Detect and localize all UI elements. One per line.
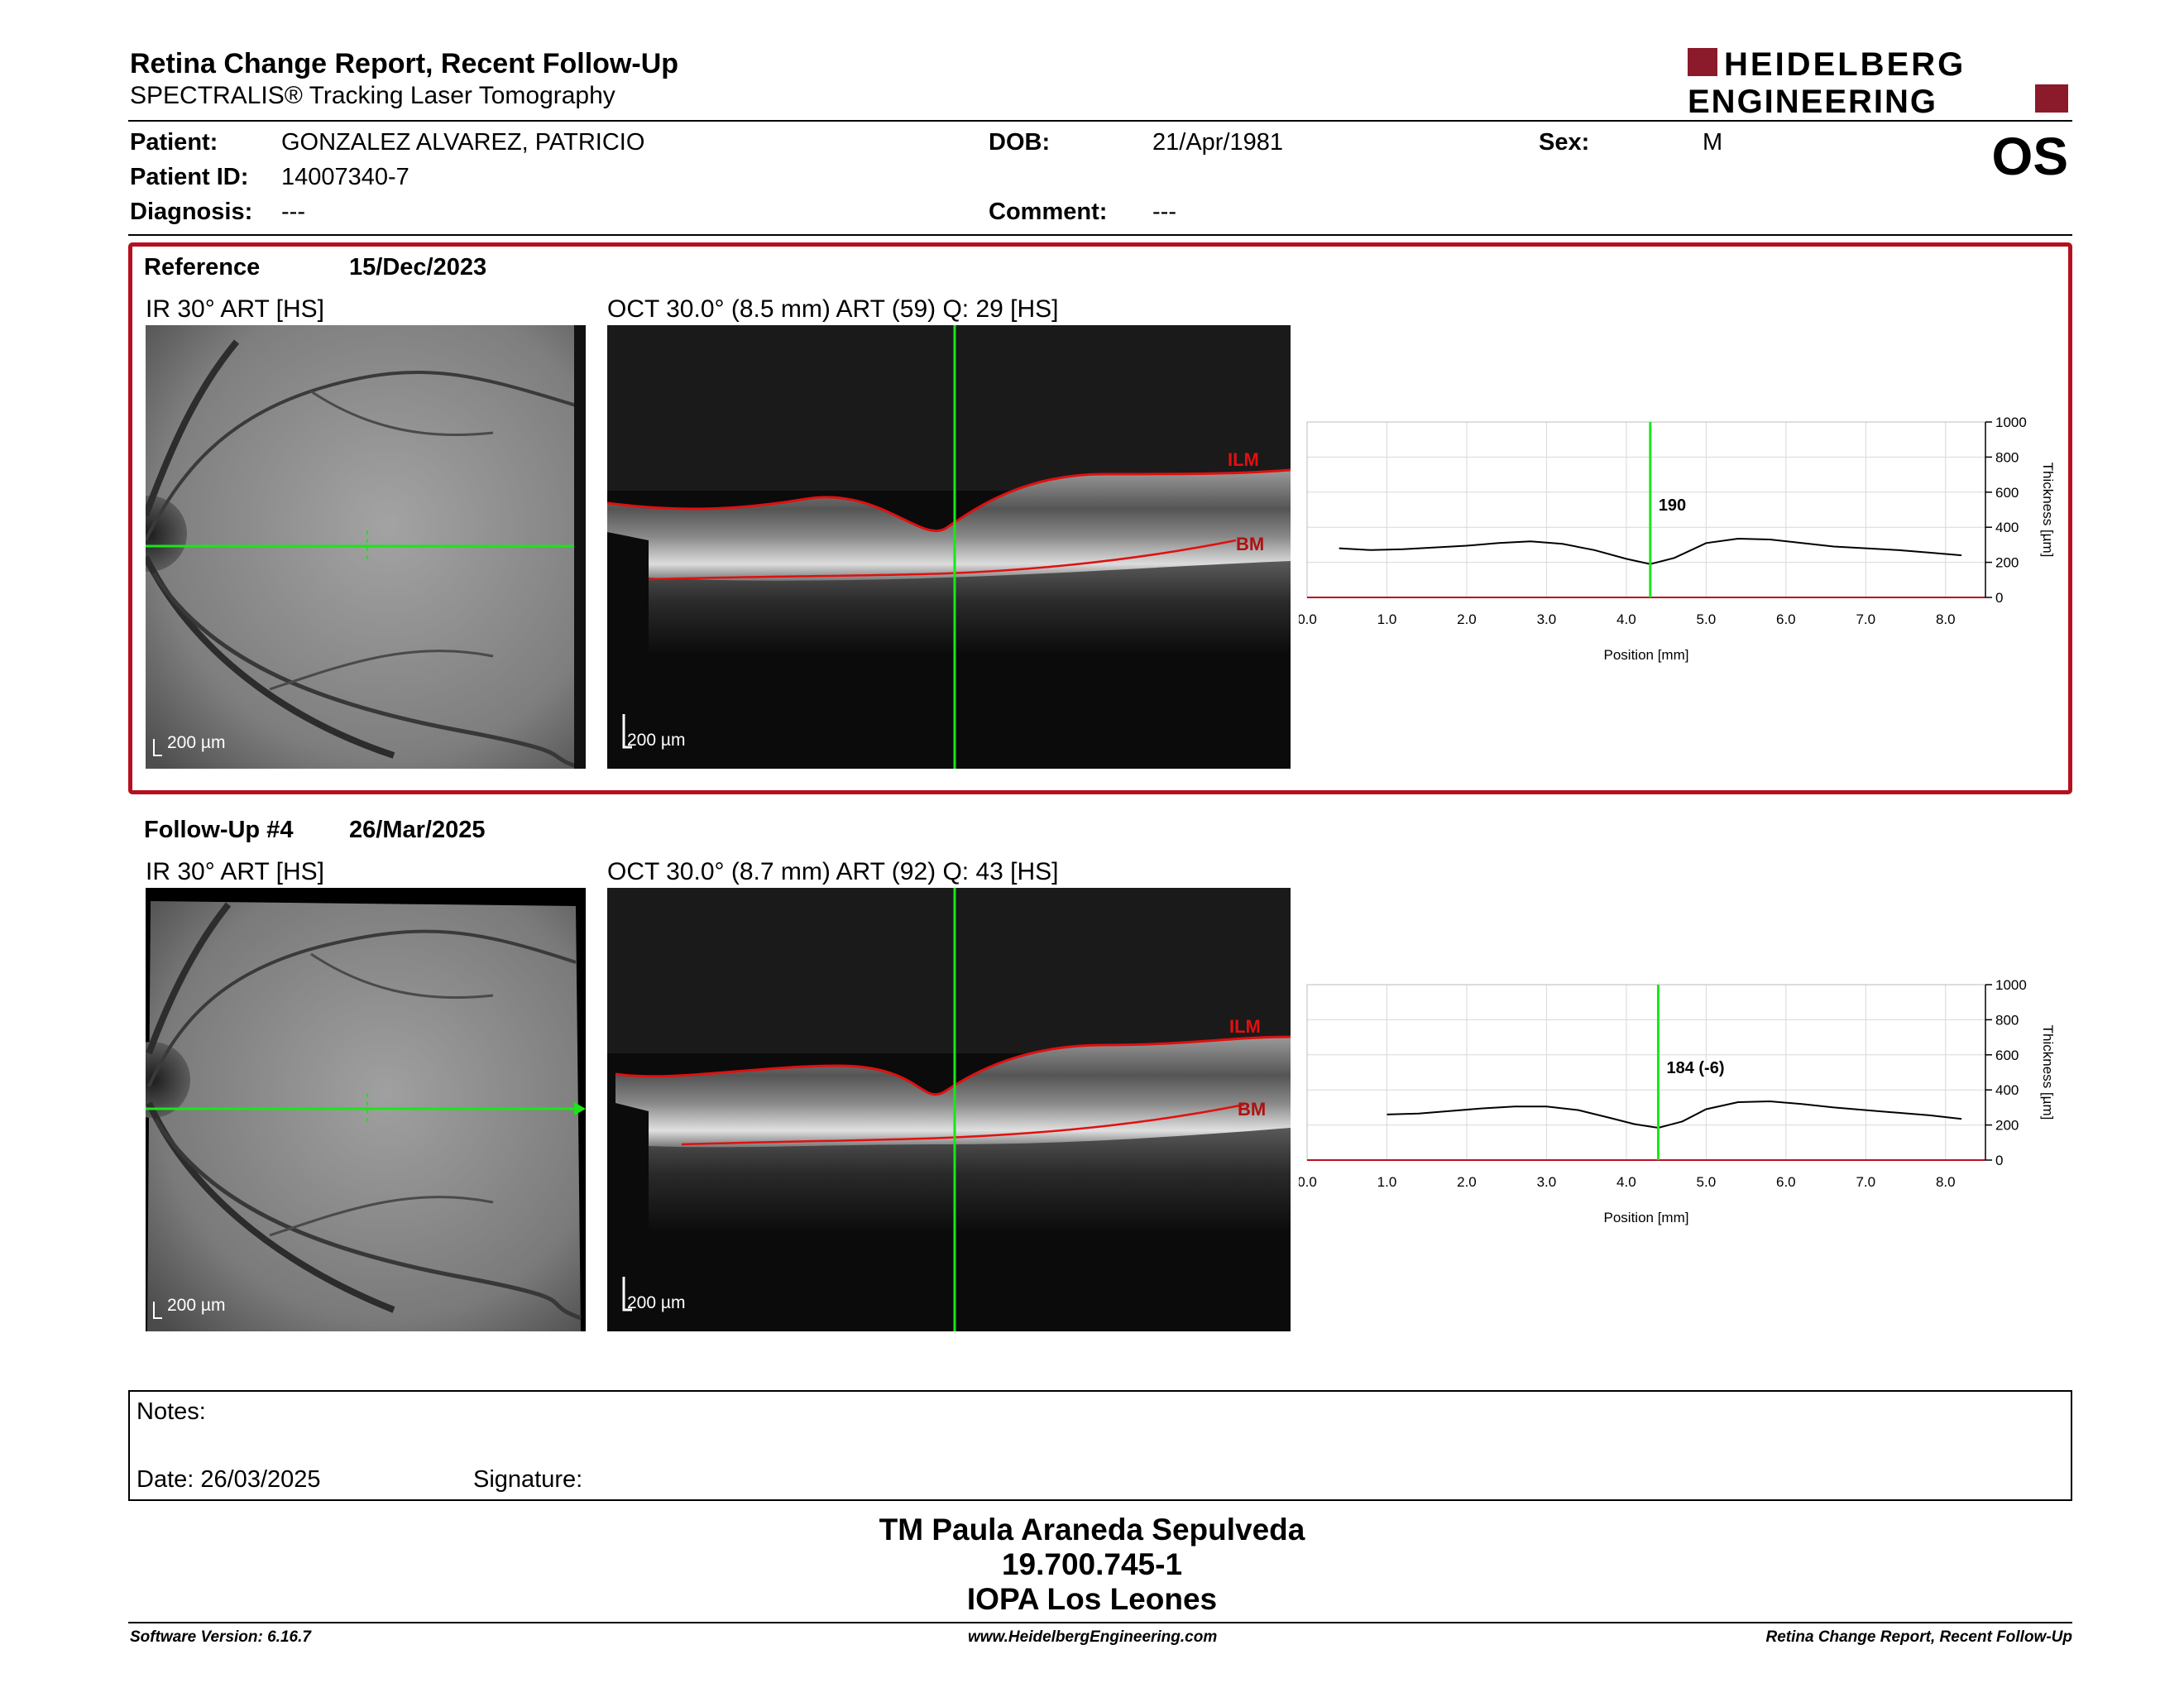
chart-y-tick-label: 1000 [1995, 977, 2027, 993]
website-link[interactable]: www.HeidelbergEngineering.com [968, 1628, 1218, 1646]
chart-y-tick-label: 400 [1995, 1082, 2019, 1098]
chart-y-tick-label: 1000 [1995, 415, 2027, 430]
chart-frame [1306, 984, 1986, 1161]
notes-box: Notes: Date: 26/03/2025 Signature: [128, 1390, 2072, 1501]
reference-bm-label: BM [1236, 534, 1265, 554]
followup-ir-scale-label: 200 µm [167, 1296, 226, 1315]
sex-value: M [1703, 129, 1723, 156]
chart-x-tick-label: 5.0 [1697, 1174, 1717, 1190]
chart-y-tick-label: 600 [1995, 1048, 2019, 1063]
chart-x-tick-label: 3.0 [1537, 1174, 1557, 1190]
chart-y-tick-label: 800 [1995, 1012, 2019, 1028]
chart-y-axis-label: Thickness [µm] [2040, 1025, 2056, 1120]
chart-y-tick-label: 400 [1995, 520, 2019, 535]
diagnosis-label: Diagnosis: [130, 199, 253, 225]
reference-date: 15/Dec/2023 [349, 254, 487, 281]
chart-y-tick-label: 0 [1995, 1153, 2003, 1168]
dob-value: 21/Apr/1981 [1152, 129, 1284, 156]
chart-x-axis-label: Position [mm] [1604, 1210, 1689, 1225]
reference-oct-scale-label: 200 µm [627, 731, 686, 750]
comment-value: --- [1152, 199, 1176, 225]
chart-x-tick-label: 6.0 [1776, 1174, 1796, 1190]
reference-section-border [128, 242, 2072, 794]
chart-x-tick-label: 3.0 [1537, 611, 1557, 627]
followup-ir-caption: IR 30° ART [HS] [146, 858, 324, 885]
chart-series-line [1387, 1100, 1962, 1129]
signature-label: Signature: [473, 1466, 583, 1493]
followup-ir-fundus-image: 200 µm [146, 888, 586, 1331]
chart-marker-label: 184 (-6) [1666, 1059, 1724, 1077]
svg-text:ENGINEERING: ENGINEERING [1688, 84, 1937, 116]
followup-date: 26/Mar/2025 [349, 817, 486, 843]
chart-y-tick-label: 0 [1995, 590, 2003, 606]
dob-label: DOB: [989, 129, 1051, 156]
heidelberg-logo: HEIDELBERG ENGINEERING [1688, 46, 2068, 116]
chart-x-tick-label: 5.0 [1697, 611, 1717, 627]
report-subtitle: SPECTRALIS® Tracking Laser Tomography [130, 82, 615, 109]
header-divider [128, 120, 2072, 122]
followup-oct-scale-label: 200 µm [627, 1293, 686, 1312]
followup-thickness-chart: 0.0 1.0 2.0 3.0 4.0 5.0 6.0 7.0 8.0 0 200 400 600 800… [1299, 977, 2056, 1225]
footer-report-title: Retina Change Report, Recent Follow-Up [1765, 1628, 2072, 1646]
reference-label: Reference [144, 254, 261, 281]
chart-y-tick-label: 200 [1995, 555, 2019, 571]
reference-oct-bscan-image: ILM BM 200 µm [607, 325, 1291, 769]
chart-x-tick-label: 4.0 [1616, 1174, 1636, 1190]
followup-bm-label: BM [1238, 1099, 1267, 1120]
chart-x-tick-label: 8.0 [1936, 1174, 1956, 1190]
software-version: Software Version: 6.16.7 [130, 1628, 311, 1646]
chart-x-tick-label: 2.0 [1457, 611, 1477, 627]
chart-x-tick-label: 8.0 [1936, 611, 1956, 627]
sex-label: Sex: [1539, 129, 1590, 156]
patient-divider [128, 234, 2072, 236]
footer-divider [128, 1622, 2072, 1623]
notes-label: Notes: [136, 1398, 206, 1425]
followup-ilm-label: ILM [1229, 1016, 1261, 1037]
diagnosis-value: --- [281, 199, 305, 225]
institution-name: IOPA Los Leones [966, 1582, 1218, 1616]
patient-name: GONZALEZ ALVAREZ, PATRICIO [281, 129, 645, 156]
followup-label: Follow-Up #4 [144, 817, 294, 843]
chart-y-tick-label: 200 [1995, 1118, 2019, 1134]
patient-label: Patient: [130, 129, 218, 156]
chart-y-tick-label: 600 [1995, 485, 2019, 501]
chart-frame [1306, 421, 1986, 598]
chart-x-tick-label: 7.0 [1856, 611, 1875, 627]
operator-name: TM Paula Araneda Sepulveda [879, 1513, 1305, 1547]
svg-text:HEIDELBERG: HEIDELBERG [1724, 46, 1966, 83]
patient-id-label: Patient ID: [130, 164, 249, 190]
chart-y-axis-label: Thickness [µm] [2040, 463, 2056, 558]
chart-x-tick-label: 6.0 [1776, 611, 1796, 627]
reference-thickness-chart: 0.0 1.0 2.0 3.0 4.0 5.0 6.0 7.0 8.0 0 200 400 600 800… [1299, 415, 2056, 663]
chart-x-tick-label: 2.0 [1457, 1174, 1477, 1190]
comment-label: Comment: [989, 199, 1108, 225]
reference-ir-fundus-image: 200 µm [146, 325, 586, 769]
chart-x-tick-label: 1.0 [1377, 611, 1397, 627]
chart-x-axis-label: Position [mm] [1604, 647, 1689, 663]
chart-y-tick-label: 800 [1995, 449, 2019, 465]
followup-oct-caption: OCT 30.0° (8.7 mm) ART (92) Q: 43 [HS] [607, 858, 1059, 885]
chart-marker-label: 190 [1659, 496, 1686, 515]
patient-id: 14007340-7 [281, 164, 410, 190]
report-title: Retina Change Report, Recent Follow-Up [130, 48, 679, 79]
eye-indicator: OS [1991, 127, 2068, 186]
reference-ir-scale-label: 200 µm [167, 733, 226, 752]
reference-ilm-label: ILM [1228, 449, 1259, 470]
reference-ir-caption: IR 30° ART [HS] [146, 295, 324, 323]
reference-oct-caption: OCT 30.0° (8.5 mm) ART (59) Q: 29 [HS] [607, 295, 1059, 323]
followup-oct-bscan-image: ILM BM 200 µm [607, 888, 1291, 1331]
operator-id: 19.700.745-1 [1001, 1547, 1183, 1581]
chart-x-tick-label: 0.0 [1299, 1174, 1317, 1190]
chart-x-tick-label: 0.0 [1299, 611, 1317, 627]
chart-x-tick-label: 7.0 [1856, 1174, 1875, 1190]
chart-x-tick-label: 4.0 [1616, 611, 1636, 627]
notes-date: Date: 26/03/2025 [136, 1466, 321, 1493]
chart-x-tick-label: 1.0 [1377, 1174, 1397, 1190]
